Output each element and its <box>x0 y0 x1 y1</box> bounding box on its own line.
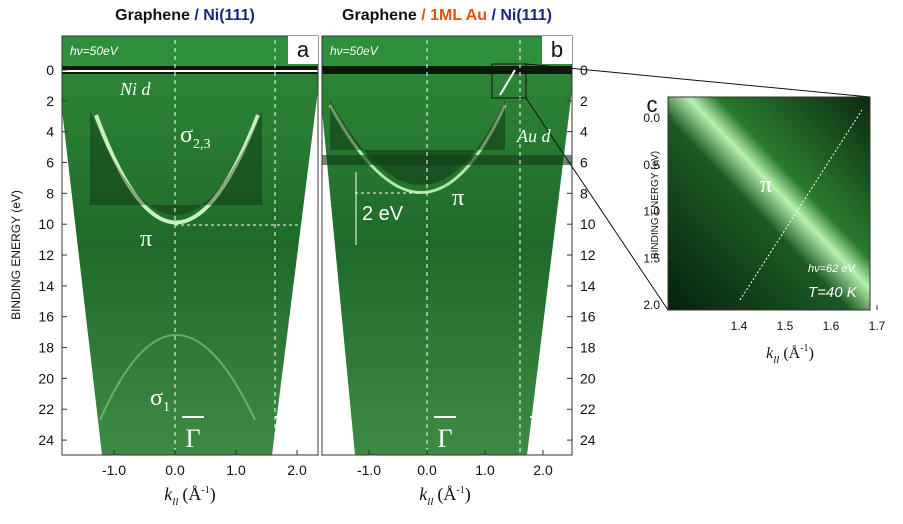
x-tick-label: 1.6 <box>823 319 840 333</box>
axis-label-part: ) <box>465 484 471 505</box>
x-axis-label: kll(Å-1) <box>419 484 470 508</box>
y-tick-label: 8 <box>580 185 588 201</box>
y-tick-label: 22 <box>38 401 54 417</box>
y-tick-label: 6 <box>46 155 54 171</box>
axis-label-part: ll <box>172 496 178 508</box>
y-tick-label: 10 <box>38 216 54 232</box>
title-part: 1ML Au <box>430 7 487 24</box>
y-tick-label: 2 <box>46 93 54 109</box>
x-tick-label: 1.0 <box>226 462 246 478</box>
x-tick-label: 0.0 <box>165 462 185 478</box>
y-tick-label: 12 <box>38 247 54 263</box>
y-tick-label: 8 <box>46 185 54 201</box>
x-tick-label: -1.0 <box>357 462 381 478</box>
annotation-part: 1 <box>163 400 170 415</box>
axis-label-part: (Å <box>437 484 456 505</box>
title-part: Graphene <box>342 7 417 24</box>
x-tick-label: 2.0 <box>287 462 307 478</box>
y-tick-label: 4 <box>46 124 54 140</box>
panel-label: a <box>297 37 310 62</box>
x-tick-label: 1.0 <box>475 462 495 478</box>
axis-label-part: ) <box>809 345 814 362</box>
annotation: Γ <box>437 424 452 453</box>
y-tick-label: 20 <box>38 370 54 386</box>
y-tick-label: 14 <box>38 278 54 294</box>
annotation-part: σ <box>180 122 193 148</box>
title-part: Ni(111) <box>500 7 552 24</box>
y-tick-label: 6 <box>580 155 588 171</box>
title-part: / <box>194 7 199 24</box>
axis-label-part: (Å <box>182 484 201 505</box>
annotation: Au d <box>516 126 551 146</box>
title-part: Graphene <box>115 7 190 24</box>
annotation: K <box>534 424 553 453</box>
annotation: π <box>760 172 772 198</box>
annotation: Γ <box>185 424 200 453</box>
axis-label-part: ) <box>210 484 216 505</box>
y-tick-label: 2 <box>580 93 588 109</box>
y-tick-label: 0 <box>46 62 54 78</box>
arpes-image-c <box>668 97 870 310</box>
y-tick-label: 20 <box>580 370 596 386</box>
annotation: Ni d <box>119 79 152 99</box>
x-tick-label: 1.4 <box>731 319 748 333</box>
photon-energy: hν=50eV <box>330 44 379 58</box>
annotation: 2 eV <box>362 203 404 225</box>
y-tick-label: 18 <box>580 340 596 356</box>
y-tick-label: 2.0 <box>643 298 660 312</box>
y-tick-label: 1.0 <box>643 205 660 219</box>
y-tick-label: 1.5 <box>643 251 660 265</box>
photon-energy: hν=50eV <box>70 44 119 58</box>
annotation-part: 2,3 <box>193 137 211 152</box>
y-tick-label: 24 <box>38 432 54 448</box>
x-tick-label: 0.0 <box>417 462 437 478</box>
title-part: Ni(111) <box>203 7 255 24</box>
axis-label-part: (Å <box>783 344 800 362</box>
y-tick-label: 18 <box>38 340 54 356</box>
title-a: Graphene / Ni(111) <box>115 7 255 24</box>
x-tick-label: 1.7 <box>869 319 886 333</box>
x-tick-label: 1.5 <box>777 319 794 333</box>
y-tick-label: 16 <box>38 309 54 325</box>
axis-label-part: -1 <box>456 485 464 496</box>
annotation: K <box>279 424 298 453</box>
axis-label-part: -1 <box>201 485 209 496</box>
x-axis-label: kll(Å-1) <box>164 484 215 508</box>
y-tick-label: 0.5 <box>643 158 660 172</box>
title-part: / <box>491 7 496 24</box>
y-axis-label: BINDING ENERGY (eV) <box>9 190 23 320</box>
figure: Graphene / Ni(111) Graphene / 1ML Au / N… <box>0 0 903 524</box>
x-axis-label: kll(Å-1) <box>766 343 814 366</box>
axis-label-part: ll <box>427 496 433 508</box>
x-tick-label: -1.0 <box>102 462 126 478</box>
axis-label-part: -1 <box>800 343 808 354</box>
y-tick-label: 0.0 <box>643 111 660 125</box>
annotation: π <box>452 185 464 211</box>
x-tick-label: 2.0 <box>533 462 553 478</box>
y-tick-label: 0 <box>580 62 588 78</box>
panel-label: b <box>551 37 563 62</box>
photon-energy: hν=62 eV <box>808 263 856 275</box>
y-tick-label: 16 <box>580 309 596 325</box>
arpes-image-b <box>322 36 572 455</box>
y-tick-label: 14 <box>580 278 596 294</box>
y-tick-label: 22 <box>580 401 596 417</box>
y-tick-label: 24 <box>580 432 596 448</box>
title-part: / <box>421 7 426 24</box>
y-tick-label: 10 <box>580 216 596 232</box>
annotation-part: σ <box>150 385 163 411</box>
temperature: T=40 K <box>808 284 858 301</box>
title-b: Graphene / 1ML Au / Ni(111) <box>342 7 552 24</box>
y-tick-label: 12 <box>580 247 596 263</box>
zoom-line <box>526 64 870 97</box>
axis-label-part: ll <box>773 354 779 366</box>
arpes-image-a <box>62 36 318 455</box>
y-tick-label: 4 <box>580 124 588 140</box>
annotation: π <box>140 226 152 252</box>
